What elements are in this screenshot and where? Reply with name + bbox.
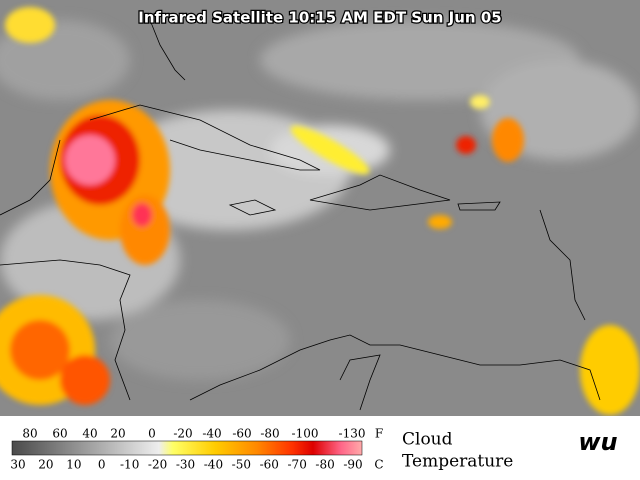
legend-title: Cloud bbox=[402, 430, 453, 450]
celsius-label: -30 bbox=[176, 458, 195, 472]
logo: wu bbox=[578, 428, 617, 456]
celsius-label: -50 bbox=[232, 458, 251, 472]
celsius-label: -20 bbox=[148, 458, 167, 472]
fahrenheit-label: 60 bbox=[52, 427, 67, 441]
celsius-label: -70 bbox=[288, 458, 307, 472]
fahrenheit-label: 20 bbox=[110, 427, 125, 441]
fahrenheit-label: -100 bbox=[292, 427, 319, 441]
fahrenheit-label: -60 bbox=[232, 427, 251, 441]
fahrenheit-label: -130 bbox=[339, 427, 366, 441]
celsius-label: -60 bbox=[260, 458, 279, 472]
celsius-label: -90 bbox=[343, 458, 362, 472]
celsius-label: 0 bbox=[98, 458, 106, 472]
fahrenheit-label: 40 bbox=[82, 427, 97, 441]
celsius-label: -10 bbox=[120, 458, 139, 472]
coastlines bbox=[0, 19, 601, 411]
legend-title: Temperature bbox=[402, 452, 513, 472]
map-title: Infrared Satellite 10:15 AM EDT Sun Jun … bbox=[138, 9, 501, 27]
cold-cloud-tops bbox=[0, 7, 640, 415]
fahrenheit-unit: F bbox=[375, 427, 383, 441]
celsius-label: -80 bbox=[315, 458, 334, 472]
fahrenheit-label: -80 bbox=[260, 427, 279, 441]
celsius-label: 30 bbox=[10, 458, 25, 472]
celsius-label: 10 bbox=[66, 458, 81, 472]
fahrenheit-label: -40 bbox=[202, 427, 221, 441]
fahrenheit-label: 0 bbox=[148, 427, 156, 441]
celsius-label: -40 bbox=[204, 458, 223, 472]
fahrenheit-label: -20 bbox=[173, 427, 192, 441]
map-area: Infrared Satellite 10:15 AM EDT Sun Jun … bbox=[0, 0, 640, 416]
fahrenheit-label: 80 bbox=[22, 427, 37, 441]
legend: 80 60 40 20 0 -20 -40 -60 -80 -100 -130 30 20 10 0 -10… bbox=[0, 416, 640, 480]
celsius-unit: C bbox=[374, 458, 383, 472]
celsius-label: 20 bbox=[38, 458, 53, 472]
color-scale bbox=[11, 440, 363, 456]
